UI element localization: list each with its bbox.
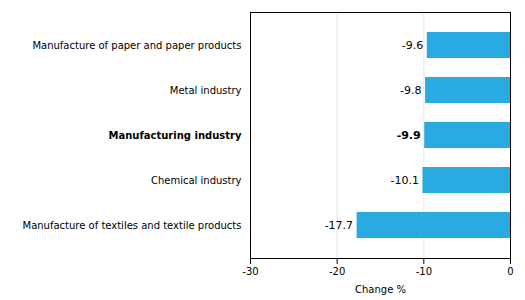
svg-text:Chemical industry: Chemical industry — [151, 175, 242, 186]
svg-text:-9.8: -9.8 — [400, 84, 421, 97]
svg-text:-9.6: -9.6 — [402, 39, 423, 52]
svg-text:Manufacture of paper and paper: Manufacture of paper and paper products — [32, 40, 241, 51]
svg-text:0: 0 — [507, 266, 513, 277]
svg-text:Manufacturing industry: Manufacturing industry — [109, 130, 242, 141]
svg-text:-17.7: -17.7 — [325, 219, 353, 232]
svg-text:-10: -10 — [416, 266, 432, 277]
svg-text:-30: -30 — [242, 266, 258, 277]
svg-text:Manufacture of textiles and te: Manufacture of textiles and textile prod… — [23, 220, 242, 231]
svg-text:-20: -20 — [329, 266, 345, 277]
svg-text:Change %: Change % — [355, 284, 406, 295]
svg-text:Metal industry: Metal industry — [170, 85, 242, 96]
svg-text:-10.1: -10.1 — [390, 174, 418, 187]
svg-text:-9.9: -9.9 — [397, 129, 421, 142]
